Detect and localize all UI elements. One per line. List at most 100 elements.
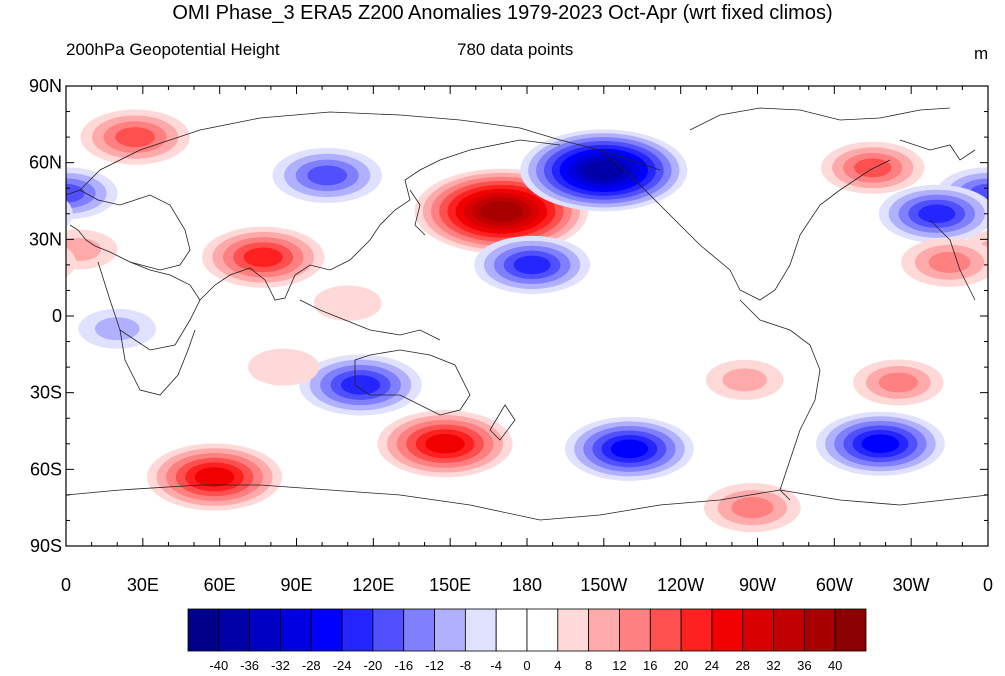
- lat-tick-label: 60S: [30, 459, 62, 479]
- anomaly-contour: [425, 434, 465, 454]
- anomaly-contour: [0, 245, 62, 280]
- axis-ticks: [65, 85, 989, 547]
- lat-tick-label: 90N: [29, 76, 62, 96]
- anomaly-contour: [722, 368, 768, 392]
- anomaly-contour: [731, 497, 774, 519]
- colorbar-label: -40: [209, 658, 228, 673]
- colorbar-box: [649, 608, 682, 652]
- colorbar-label: 16: [643, 658, 657, 673]
- anomaly-contour: [861, 434, 900, 454]
- colorbar-box: [218, 608, 251, 652]
- subtitle-datapoints: 780 data points: [457, 40, 574, 59]
- colorbar-label: -28: [302, 658, 321, 673]
- lat-tick-label: 60N: [29, 153, 62, 173]
- anomaly-contour: [513, 255, 551, 275]
- colorbar-label: -24: [333, 658, 352, 673]
- lat-tick-label: 90S: [30, 536, 62, 556]
- colorbar-label: 0: [523, 658, 530, 673]
- anomaly-contour: [480, 200, 523, 222]
- lon-tick-label: 150E: [429, 575, 471, 595]
- colorbar-box: [773, 608, 805, 652]
- lat-tick-label: 30N: [29, 229, 62, 249]
- anomaly-contour: [307, 165, 348, 186]
- colorbar-labels: -40 -36 -32 -28 -24 -20 -16 -12 -8 -4 0 4 8 12 16 20 24 2…: [209, 658, 842, 673]
- figure-title: OMI Phase_3 ERA5 Z200 Anomalies 1979-202…: [172, 2, 833, 24]
- colorbar-box: [619, 608, 651, 652]
- anomaly-contour: [194, 467, 235, 487]
- anomaly-contour: [66, 183, 85, 203]
- lon-tick-label: 90E: [280, 575, 312, 595]
- colorbar-box: [495, 608, 528, 652]
- longitude-tick-labels: 0 30E 60E 90E 120E 150E 180 150W 120W 90W 60W 30W 0: [61, 575, 993, 595]
- anomaly-contour: [248, 348, 320, 386]
- anomaly-field: [0, 109, 988, 533]
- colorbar-box: [742, 608, 774, 652]
- colorbar-box: [280, 608, 312, 652]
- anomaly-contour: [313, 285, 382, 321]
- lat-tick-label: 30S: [30, 383, 62, 403]
- colorbar-label: -20: [364, 658, 383, 673]
- units-label: m: [974, 44, 989, 63]
- colorbar-label: 12: [612, 658, 626, 673]
- anomaly-contour: [0, 200, 43, 228]
- colorbar-label: 28: [735, 658, 749, 673]
- colorbar-box: [341, 608, 374, 652]
- anomaly-contour: [243, 247, 283, 267]
- colorbar-label: -16: [394, 658, 413, 673]
- subtitle-variable: 200hPa Geopotential Height: [66, 40, 280, 59]
- colorbar-label: -4: [490, 658, 502, 673]
- colorbar-box: [680, 608, 713, 652]
- anomaly-contour: [7, 252, 49, 273]
- anomaly-contour: [66, 247, 76, 278]
- anomaly-contour: [0, 204, 33, 223]
- colorbar-box: [434, 608, 466, 652]
- colorbar-label: 4: [554, 658, 561, 673]
- anomaly-contour: [854, 158, 892, 178]
- anomaly-contour: [583, 160, 625, 181]
- colorbar-label: 20: [674, 658, 688, 673]
- colorbar-label: 40: [828, 658, 842, 673]
- colorbar-label: -8: [460, 658, 472, 673]
- anomaly-contour: [918, 204, 956, 224]
- anomaly-contour: [66, 238, 102, 262]
- lon-tick-label: 30E: [127, 575, 159, 595]
- anomaly-contour: [928, 251, 971, 273]
- lon-tick-label: 0: [983, 575, 993, 595]
- colorbar-box: [464, 608, 497, 652]
- lon-tick-label: 60E: [204, 575, 236, 595]
- anomaly-contour: [610, 439, 649, 459]
- colorbar-label: -12: [425, 658, 444, 673]
- anomaly-contour: [0, 195, 53, 233]
- colorbar-box: [834, 608, 867, 652]
- colorbar-label: -36: [240, 658, 259, 673]
- colorbar-label: 32: [766, 658, 780, 673]
- colorbar-box: [310, 608, 343, 652]
- colorbar-box: [372, 608, 405, 652]
- colorbar-box: [557, 608, 590, 652]
- coastlines: [66, 107, 988, 521]
- lon-tick-label: 30W: [893, 575, 930, 595]
- colorbar-box: [526, 608, 559, 652]
- lon-tick-label: 90W: [739, 575, 776, 595]
- colorbar-label: 36: [797, 658, 811, 673]
- anomaly-contour: [115, 127, 156, 148]
- anomaly-contour: [94, 317, 140, 341]
- colorbar-box: [803, 608, 836, 652]
- colorbar-box: [403, 608, 435, 652]
- lon-tick-label: 120W: [657, 575, 704, 595]
- latitude-tick-labels: 90N 60N 30N 0 30S 60S 90S: [29, 76, 62, 556]
- colorbar-box: [187, 608, 220, 652]
- lon-tick-label: 120E: [352, 575, 394, 595]
- anomaly-contour: [878, 372, 918, 393]
- anomaly-contour: [340, 375, 381, 395]
- lon-tick-label: 150W: [580, 575, 627, 595]
- colorbar-label: -32: [271, 658, 290, 673]
- colorbar-label: 24: [705, 658, 719, 673]
- colorbar-box: [249, 608, 281, 652]
- lat-tick-label: 0: [52, 306, 62, 326]
- colorbar: [187, 608, 867, 652]
- lon-tick-label: 180: [512, 575, 542, 595]
- lon-tick-label: 0: [61, 575, 71, 595]
- colorbar-box: [588, 608, 620, 652]
